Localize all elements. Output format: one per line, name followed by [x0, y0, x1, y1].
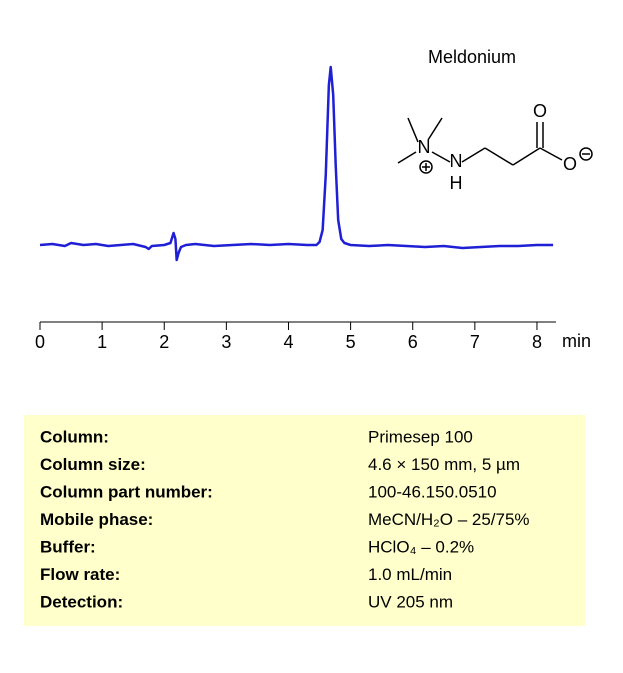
- x-tick-label: 4: [283, 332, 293, 352]
- x-tick-label: 2: [159, 332, 169, 352]
- x-tick-label: 5: [346, 332, 356, 352]
- condition-value: 4.6 × 150 mm, 5 µm: [368, 455, 520, 474]
- x-tick-label: 8: [532, 332, 542, 352]
- atom-label: O: [533, 101, 547, 121]
- condition-label: Detection:: [40, 592, 123, 611]
- condition-value: Primesep 100: [368, 427, 473, 446]
- condition-value: UV 205 nm: [368, 592, 453, 611]
- condition-label: Column part number:: [40, 482, 213, 501]
- bond: [461, 147, 486, 163]
- condition-label: Column size:: [40, 455, 146, 474]
- condition-label: Column:: [40, 427, 109, 446]
- atom-label: N: [450, 151, 463, 171]
- chart-title: Meldonium: [428, 47, 516, 67]
- bond: [512, 147, 541, 166]
- bond: [407, 117, 419, 143]
- condition-label: Mobile phase:: [40, 510, 153, 529]
- condition-value: HClO₄ – 0.2%: [368, 537, 474, 556]
- charge-minus: [579, 147, 593, 161]
- x-axis-label: min: [562, 331, 591, 351]
- x-tick-label: 6: [408, 332, 418, 352]
- condition-value: 100-46.150.0510: [368, 482, 497, 501]
- atom-labels: N N H O O: [418, 101, 578, 193]
- trace: [39, 65, 554, 262]
- bond: [539, 147, 563, 161]
- x-tick-label: 1: [97, 332, 107, 352]
- condition-label: Buffer:: [40, 537, 96, 556]
- x-tick-label: 3: [221, 332, 231, 352]
- bond: [397, 151, 417, 164]
- condition-label: Flow rate:: [40, 565, 120, 584]
- atom-label: O: [563, 154, 577, 174]
- conditions-box: [24, 415, 585, 626]
- charge-plus: [419, 160, 433, 174]
- atom-label: N: [418, 137, 431, 157]
- bond: [484, 147, 514, 166]
- atom-label: H: [450, 173, 463, 193]
- x-tick-label: 7: [470, 332, 480, 352]
- bond: [427, 117, 443, 141]
- condition-value: MeCN/H₂O – 25/75%: [368, 510, 530, 529]
- x-tick-label: 0: [35, 332, 45, 352]
- condition-value: 1.0 mL/min: [368, 565, 452, 584]
- bond: [431, 151, 451, 163]
- structure: [397, 117, 593, 174]
